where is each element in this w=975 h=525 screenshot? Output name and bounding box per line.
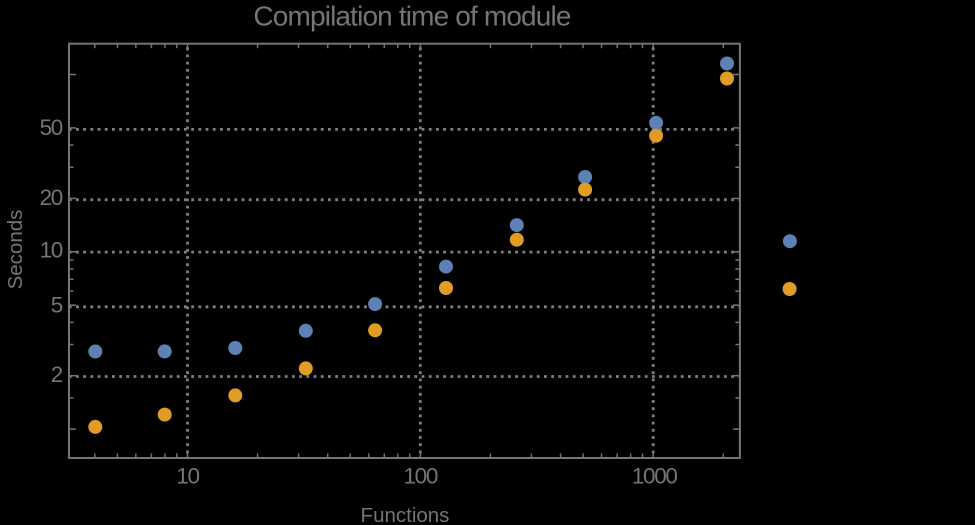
svg-text:2: 2	[51, 362, 63, 387]
svg-text:Compilation time of module: Compilation time of module	[253, 1, 570, 32]
svg-text:100: 100	[403, 464, 437, 489]
svg-text:20: 20	[40, 185, 63, 210]
svg-text:50: 50	[40, 115, 63, 140]
svg-text:1000: 1000	[632, 464, 678, 489]
svg-text:Seconds: Seconds	[4, 210, 27, 290]
svg-text:10: 10	[40, 238, 63, 263]
svg-text:Functions: Functions	[361, 504, 450, 525]
svg-text:10: 10	[176, 464, 199, 489]
svg-text:5: 5	[51, 292, 63, 317]
